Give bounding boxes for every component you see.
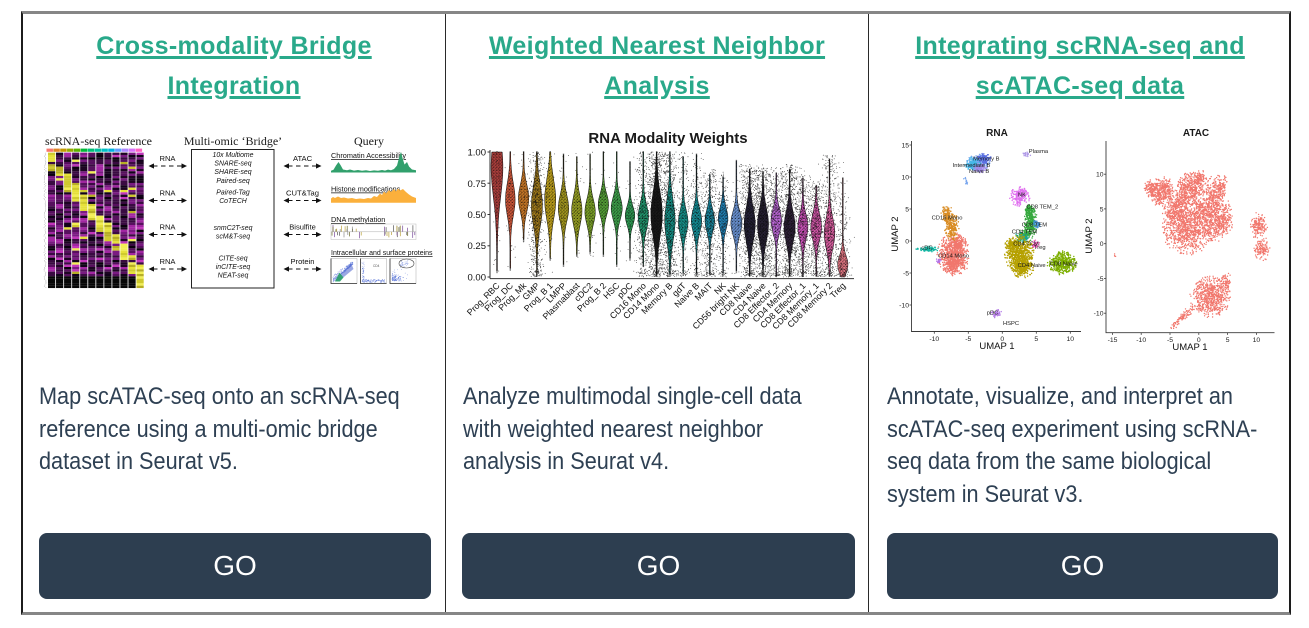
svg-text:RNA: RNA — [159, 257, 176, 266]
svg-text:-10: -10 — [899, 302, 909, 309]
svg-text:-10: -10 — [1094, 311, 1104, 318]
svg-text:10: 10 — [901, 174, 909, 181]
svg-text:1.00: 1.00 — [468, 148, 487, 159]
svg-text:5: 5 — [1034, 336, 1038, 343]
svg-text:10: 10 — [1253, 337, 1261, 344]
svg-text:10x Multiome: 10x Multiome — [213, 152, 254, 159]
svg-text:-10: -10 — [1136, 337, 1146, 344]
svg-text:-5: -5 — [903, 270, 909, 277]
svg-text:Bisulfite: Bisulfite — [289, 223, 316, 232]
svg-text:CD8 TEM: CD8 TEM — [1022, 222, 1048, 228]
svg-text:CD4 TEM: CD4 TEM — [1012, 230, 1038, 236]
svg-text:RNA: RNA — [986, 128, 1008, 139]
svg-text:DNA methylation: DNA methylation — [331, 215, 385, 224]
svg-text:5: 5 — [1226, 337, 1230, 344]
svg-text:Protein: Protein — [290, 257, 314, 266]
svg-text:RNA: RNA — [159, 189, 176, 198]
svg-text:ATAC: ATAC — [293, 154, 313, 163]
svg-text:scM&T-seq: scM&T-seq — [216, 234, 250, 241]
svg-text:5: 5 — [905, 206, 909, 213]
svg-text:0.25: 0.25 — [468, 241, 487, 252]
svg-text:Paired-Tag: Paired-Tag — [216, 190, 250, 197]
svg-text:CD4: CD4 — [373, 264, 380, 268]
svg-text:snmC2T-seq: snmC2T-seq — [214, 225, 253, 232]
svg-text:Intracellular and surface prot: Intracellular and surface proteins — [331, 250, 433, 257]
svg-text:Query: Query — [354, 134, 384, 148]
svg-text:Chromatin Accessibility: Chromatin Accessibility — [331, 151, 406, 160]
svg-text:CD16 Mono: CD16 Mono — [932, 216, 963, 222]
svg-text:CUT&Tag: CUT&Tag — [286, 189, 319, 198]
svg-text:0.75: 0.75 — [468, 179, 487, 190]
svg-text:-5: -5 — [1097, 276, 1103, 283]
svg-text:Memory B: Memory B — [973, 156, 1000, 162]
svg-text:NEAT-seq: NEAT-seq — [218, 273, 249, 280]
svg-text:UMAP 2: UMAP 2 — [890, 216, 901, 251]
svg-text:0: 0 — [1197, 337, 1201, 344]
svg-text:CD4 Naive: CD4 Naive — [1018, 263, 1046, 269]
svg-text:SNARE-seq: SNARE-seq — [214, 161, 251, 168]
svg-text:UMAP 2: UMAP 2 — [1084, 218, 1095, 253]
svg-text:-5: -5 — [1167, 337, 1173, 344]
svg-text:0.50: 0.50 — [468, 210, 487, 221]
svg-text:UMAP 1: UMAP 1 — [1172, 342, 1207, 353]
svg-text:CD4 TCM: CD4 TCM — [1013, 242, 1039, 248]
svg-text:0.00: 0.00 — [468, 273, 487, 284]
svg-text:Plasma: Plasma — [1029, 149, 1049, 155]
svg-text:15: 15 — [901, 142, 909, 149]
svg-text:RNA: RNA — [159, 223, 176, 232]
svg-text:cDC: cDC — [921, 246, 932, 252]
svg-text:10: 10 — [1067, 336, 1075, 343]
svg-text:0: 0 — [1000, 336, 1004, 343]
svg-text:0: 0 — [1100, 241, 1104, 248]
svg-text:SHARE-seq: SHARE-seq — [214, 169, 251, 176]
svg-text:CD8 Naive: CD8 Naive — [1050, 261, 1078, 267]
svg-text:scRNA-seq Reference: scRNA-seq Reference — [45, 134, 152, 148]
svg-text:Paired-seq: Paired-seq — [216, 178, 249, 185]
svg-text:ATAC: ATAC — [1183, 128, 1209, 139]
svg-text:CoTECH: CoTECH — [219, 198, 247, 205]
svg-text:CD14 Mono: CD14 Mono — [938, 253, 969, 259]
svg-text:Treg: Treg — [828, 281, 848, 301]
svg-text:RNA Modality Weights: RNA Modality Weights — [588, 130, 747, 147]
svg-text:-15: -15 — [1108, 337, 1118, 344]
svg-text:Treg: Treg — [1034, 245, 1046, 251]
svg-text:NK: NK — [1018, 193, 1026, 199]
svg-text:CD8 TEM_2: CD8 TEM_2 — [1026, 204, 1058, 210]
svg-text:pDC: pDC — [987, 310, 999, 316]
svg-text:10: 10 — [1096, 172, 1104, 179]
svg-text:Naive B: Naive B — [969, 169, 989, 175]
svg-text:5: 5 — [1100, 206, 1104, 213]
svg-text:-10: -10 — [929, 336, 939, 343]
svg-text:RNA: RNA — [159, 154, 176, 163]
svg-text:inCITE-seq: inCITE-seq — [216, 264, 251, 271]
svg-text:-5: -5 — [965, 336, 971, 343]
svg-text:Intermediate B: Intermediate B — [953, 163, 991, 169]
svg-text:Multi-omic ‘Bridge’: Multi-omic ‘Bridge’ — [184, 134, 282, 148]
svg-text:CITE-seq: CITE-seq — [218, 256, 247, 263]
svg-text:HSPC: HSPC — [1003, 321, 1019, 327]
svg-text:0: 0 — [905, 238, 909, 245]
svg-text:UMAP 1: UMAP 1 — [979, 341, 1014, 352]
svg-text:Histone modifications: Histone modifications — [331, 185, 401, 194]
